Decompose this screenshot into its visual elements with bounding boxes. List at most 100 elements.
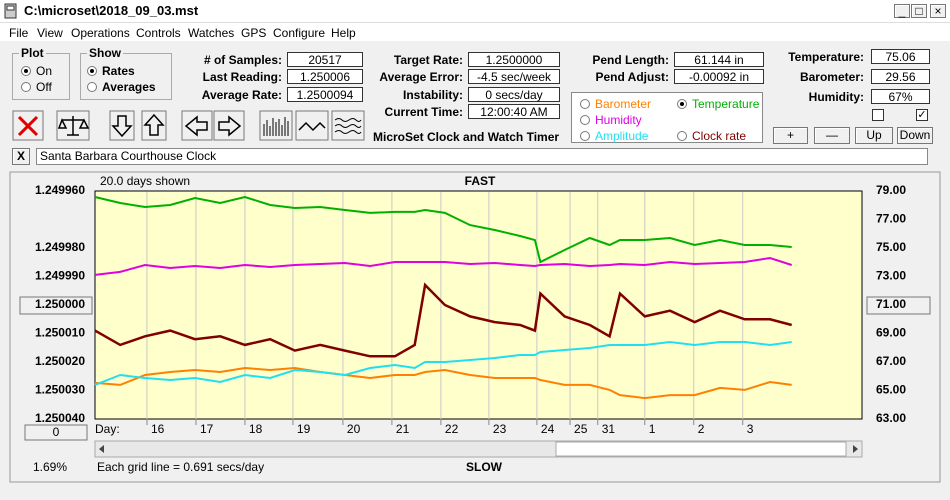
menu-item[interactable]: View: [37, 26, 63, 40]
menu-item[interactable]: Help: [331, 26, 356, 40]
radio-label: Averages: [102, 80, 156, 94]
field-label: Last Reading:: [202, 70, 282, 84]
scroll-thumb[interactable]: [555, 441, 847, 457]
close-window-button[interactable]: ×: [930, 4, 946, 18]
radio-option[interactable]: Off: [21, 80, 52, 94]
field-label: Pend Adjust:: [595, 70, 669, 84]
field-value[interactable]: 1.2500000: [468, 52, 560, 67]
menu-item[interactable]: Controls: [136, 26, 181, 40]
x-tick-label: 22: [445, 422, 459, 436]
radio-option[interactable]: Averages: [87, 80, 156, 94]
y-tick-label: 1.250040: [35, 411, 85, 425]
checkbox[interactable]: ✓: [916, 109, 928, 121]
legend-item[interactable]: Humidity: [580, 113, 642, 127]
radio-label: Off: [36, 80, 52, 94]
series-line: [94, 256, 793, 276]
field-value[interactable]: 1.250006: [287, 69, 363, 84]
field-value[interactable]: 1.2500094: [287, 87, 363, 102]
percent-label: 1.69%: [33, 460, 67, 474]
checkbox[interactable]: [872, 109, 884, 121]
x-tick-label: 1: [649, 422, 656, 436]
radio-option[interactable]: On: [21, 64, 52, 78]
clear-button[interactable]: X: [12, 148, 30, 165]
menu-item[interactable]: GPS: [241, 26, 267, 40]
y2-tick-label: 65.00: [876, 383, 906, 397]
y-tick-label: 1.250030: [35, 383, 85, 397]
legend-item[interactable]: Clock rate: [677, 129, 746, 143]
left-button[interactable]: [181, 110, 213, 141]
x-tick-label: 17: [200, 422, 214, 436]
scroll-arrow: [853, 445, 858, 453]
reset-button[interactable]: [24, 424, 88, 441]
field-value[interactable]: 12:00:40 AM: [468, 104, 560, 119]
reference-button[interactable]: [866, 296, 931, 315]
legend-label: Amplitude: [595, 129, 649, 143]
field-value[interactable]: -4.5 sec/week: [468, 69, 560, 84]
clock-name-field[interactable]: Santa Barbara Courthouse Clock: [36, 148, 928, 165]
y2-tick-label: 69.00: [876, 326, 906, 340]
menu-item[interactable]: File: [9, 26, 29, 40]
legend-item[interactable]: Temperature: [677, 97, 759, 111]
field-value[interactable]: 20517: [287, 52, 363, 67]
reference-button[interactable]: [19, 296, 93, 315]
show-group: Show Rates Averages: [80, 46, 172, 100]
menu-item[interactable]: Operations: [71, 26, 130, 40]
radio[interactable]: [580, 131, 590, 141]
radio[interactable]: [677, 131, 687, 141]
waves-button[interactable]: [331, 110, 365, 141]
up-button[interactable]: [141, 110, 167, 141]
x-tick-label: 3: [747, 422, 754, 436]
field-label: Target Rate:: [393, 53, 463, 67]
y-tick-label: 1.250010: [35, 326, 85, 340]
y-tick-label: 1.249980: [35, 240, 85, 254]
legend-item[interactable]: Barometer: [580, 97, 651, 111]
x-label: Day:: [95, 422, 120, 436]
legend-item[interactable]: Amplitude: [580, 129, 648, 143]
radio[interactable]: [677, 99, 687, 109]
field-value[interactable]: 0 secs/day: [468, 87, 560, 102]
app-title: MicroSet Clock and Watch Timer: [373, 130, 560, 144]
toolbar: [12, 110, 365, 141]
menu-item[interactable]: Watches: [188, 26, 235, 40]
button[interactable]: +: [773, 127, 808, 144]
balance-button[interactable]: [56, 110, 90, 141]
menu-item[interactable]: Configure: [273, 26, 326, 40]
field-value[interactable]: 61.144 in: [674, 52, 764, 67]
x-tick-label: 16: [151, 422, 165, 436]
button[interactable]: Down: [897, 127, 933, 144]
wave-button[interactable]: [295, 110, 329, 141]
bars-button[interactable]: [259, 110, 293, 141]
down-button[interactable]: [109, 110, 135, 141]
stop-button[interactable]: [12, 110, 44, 141]
button[interactable]: Up: [855, 127, 893, 144]
window-title: C:\microset\2018_09_03.mst: [24, 3, 199, 18]
field-label: Temperature:: [788, 50, 864, 64]
right-button[interactable]: [213, 110, 245, 141]
field-value[interactable]: -0.00092 in: [674, 69, 764, 84]
radio[interactable]: [580, 115, 590, 125]
plot-area: [94, 190, 863, 420]
y2-tick-label: 73.00: [876, 269, 906, 283]
field-label: Humidity:: [808, 90, 864, 104]
grid-note: Each grid line = 0.691 secs/day: [97, 460, 264, 474]
field-value[interactable]: 29.56: [871, 69, 930, 84]
app-icon: [4, 3, 17, 19]
legend-label: Barometer: [595, 97, 652, 111]
bottom-annotation: SLOW: [466, 460, 503, 474]
button[interactable]: —: [814, 127, 850, 144]
field-label: Pend Length:: [592, 53, 669, 67]
field-value[interactable]: 75.06: [871, 49, 930, 64]
span-label: 20.0 days shown: [100, 174, 190, 188]
maximize-button[interactable]: □: [911, 4, 927, 18]
minimize-button[interactable]: _: [894, 4, 910, 18]
series-line: [94, 366, 792, 400]
legend-label: Humidity: [595, 113, 642, 127]
title-bar: C:\microset\2018_09_03.mst _ □ ×: [0, 0, 950, 23]
legend: Barometer Temperature Humidity Amplitude Clo…: [571, 92, 763, 143]
field-value[interactable]: 67%: [871, 89, 930, 104]
radio-option[interactable]: Rates: [87, 64, 135, 78]
field-label: Average Rate:: [201, 88, 282, 102]
x-tick-label: 21: [396, 422, 410, 436]
radio[interactable]: [580, 99, 590, 109]
